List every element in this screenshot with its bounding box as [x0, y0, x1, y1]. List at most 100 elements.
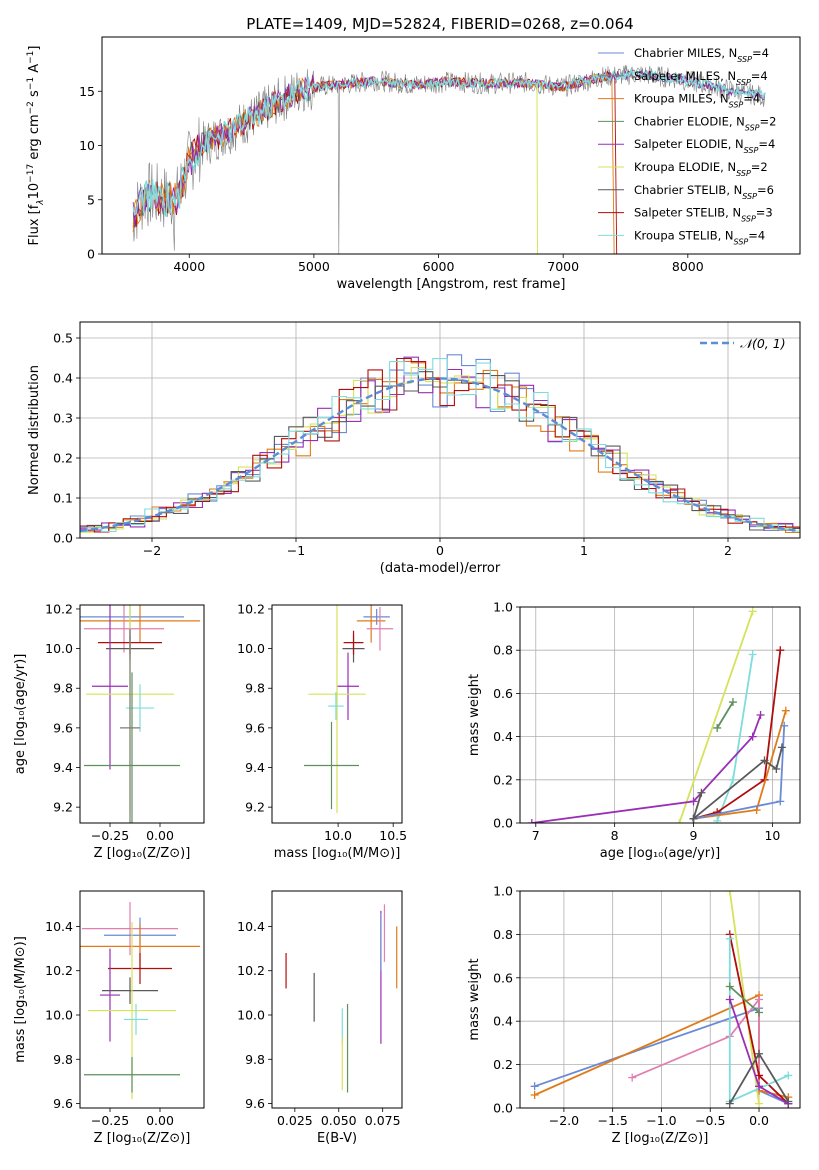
y-tick-label: 9.8	[245, 681, 265, 696]
plot-area-age_weight	[527, 607, 790, 823]
y-tick-label: 0.5	[53, 331, 73, 346]
y-tick-label: 9.8	[245, 1052, 265, 1067]
y-tick-label: 0.4	[493, 1014, 513, 1029]
x-tick-label: 6000	[423, 259, 455, 274]
axes-frame	[79, 890, 205, 1109]
plot-area-ebv_mass	[285, 904, 398, 1093]
point-marker-salp_elodie	[755, 1082, 764, 1091]
y-tick-label: 0	[87, 247, 95, 262]
panel-residuals: −2 −1 0 1 2 0.0 0.1 0.2 0.3 0.4 0.5 (data-model)/er…	[27, 321, 801, 576]
series-line-chab_elodie	[716, 701, 734, 729]
errorbar-salp_miles	[120, 628, 140, 823]
normal-curve	[80, 377, 798, 533]
y-axis-label: mass [log₁₀(M/M⊙)]	[13, 936, 28, 1063]
y-tick-label: 10.2	[237, 601, 265, 616]
errorbar-krou_stelib	[328, 692, 344, 720]
x-tick-label: 2	[724, 543, 732, 558]
errorbar-pink	[366, 606, 394, 651]
point-marker-krou_elodie	[748, 607, 757, 616]
errorbar-salp_stelib	[343, 630, 364, 655]
point-marker-chab_stelib	[784, 1097, 793, 1106]
plot-area-z_weight	[530, 891, 793, 1108]
point-marker-krou_stelib	[725, 934, 734, 943]
y-tick-label: 9.6	[245, 720, 265, 735]
x-tick-label: 4000	[173, 259, 205, 274]
series-line-krou_elodie	[678, 611, 754, 823]
series-line-salp_elodie	[531, 714, 762, 823]
axes-mass_age: 10.0 10.5 9.2 9.4 9.6 9.8 10.0 10.2 mass [log₁₀(…	[237, 601, 407, 861]
point-marker-salp_stelib	[776, 646, 785, 655]
axes-frame	[271, 604, 403, 824]
y-tick-label: 10.2	[237, 963, 265, 978]
errorbar-krou_elodie	[308, 605, 366, 814]
x-tick-label: −2	[143, 543, 161, 558]
y-tick-label: 10	[79, 138, 95, 153]
x-tick-label: −1	[287, 543, 305, 558]
legend-label-salp_stelib: Salpeter STELIB, NSSP=3	[634, 206, 773, 224]
spectrum-legend: Chabrier MILES, NSSP=4 Salpeter MILES, NS…	[598, 46, 776, 246]
point-marker-chab_elodie	[713, 723, 722, 732]
point-marker-chab_stelib	[772, 765, 781, 773]
series-line-krou_elodie	[728, 891, 760, 1104]
y-tick-label: 15	[79, 84, 95, 99]
y-axis-label: age [log₁₀(age/yr)]	[13, 654, 28, 775]
errorbar-chab_elodie	[84, 672, 180, 823]
x-axis-label: Z [log₁₀(Z/Z⊙)]	[612, 1131, 709, 1146]
x-tick-label: 10.5	[379, 828, 407, 843]
x-tick-label: −2.0	[549, 1113, 579, 1128]
errorbar-krou_stelib	[124, 1003, 148, 1035]
errorbar-chab_stelib	[102, 977, 158, 1004]
errorbar-chab_elodie	[303, 721, 360, 810]
point-marker-krou_elodie	[725, 891, 734, 895]
y-tick-label: 5	[87, 192, 95, 207]
y-tick-label: 0.3	[53, 411, 73, 426]
point-marker-chab_stelib	[689, 814, 698, 823]
x-tick-label: −0.25	[91, 828, 129, 843]
y-tick-label: 0.0	[493, 816, 513, 831]
point-marker-salp_elodie	[756, 711, 765, 719]
axes-frame	[519, 606, 801, 824]
errorbar-chab_elodie	[84, 1057, 180, 1093]
x-tick-label: 0.050	[321, 1113, 357, 1128]
axes-frame	[271, 890, 403, 1109]
x-tick-label: 9	[690, 828, 698, 843]
point-marker-chab_elodie	[728, 698, 737, 707]
x-tick-label: 10	[764, 828, 780, 843]
y-tick-label: 0.2	[53, 451, 73, 466]
legend-label-salp_elodie: Salpeter ELODIE, NSSP=4	[634, 137, 775, 155]
plot-area-mass_age	[303, 605, 394, 814]
y-tick-label: 0.6	[493, 686, 513, 701]
point-marker-pink	[628, 1073, 637, 1082]
errorbar-pink	[84, 605, 164, 653]
point-marker-chab_elodie	[755, 1008, 764, 1017]
y-tick-label: 10.0	[45, 641, 73, 656]
point-marker-chab_miles	[530, 1082, 539, 1091]
y-tick-label: 9.6	[245, 1096, 265, 1111]
x-axis-label: Z [log₁₀(Z/Z⊙)]	[94, 1131, 191, 1146]
errorbar-krou_miles	[80, 605, 200, 643]
series-line-pink	[631, 996, 760, 1087]
y-tick-label: 10.0	[237, 641, 265, 656]
errorbar-salp_elodie	[92, 605, 128, 770]
x-tick-label: 5000	[298, 259, 330, 274]
y-tick-label: 0.1	[53, 491, 73, 506]
point-marker-chab_stelib	[725, 1099, 734, 1108]
y-tick-label: 0.2	[493, 1057, 513, 1072]
x-tick-label: 1	[580, 543, 588, 558]
model-line-salp_elodie	[132, 68, 765, 227]
point-marker-krou_stelib	[728, 775, 737, 784]
y-tick-label: 9.8	[53, 1052, 73, 1067]
panel-spectrum: 4000 5000 6000 7000 8000 0 5 10 15 wavelength [An…	[26, 36, 801, 292]
x-tick-label: −1.0	[646, 1113, 676, 1128]
y-tick-label: 9.2	[245, 800, 265, 815]
x-axis-label: (data-model)/error	[380, 561, 501, 576]
x-tick-label: 7000	[547, 259, 579, 274]
panel-z_mass: −0.25 0.00 9.6 9.8 10.0 10.2 10.4 Z [log₁₀(Z/Z⊙…	[13, 890, 205, 1146]
model-line-chab_stelib	[132, 68, 765, 230]
plot-area-spectrum	[132, 64, 766, 254]
histogram-krou_stelib	[80, 358, 800, 533]
series-line-salp_stelib	[693, 650, 782, 820]
x-axis-label: wavelength [Angstrom, rest frame]	[337, 277, 566, 292]
plot-area-z_age	[80, 605, 200, 823]
x-tick-label: 0	[436, 543, 444, 558]
